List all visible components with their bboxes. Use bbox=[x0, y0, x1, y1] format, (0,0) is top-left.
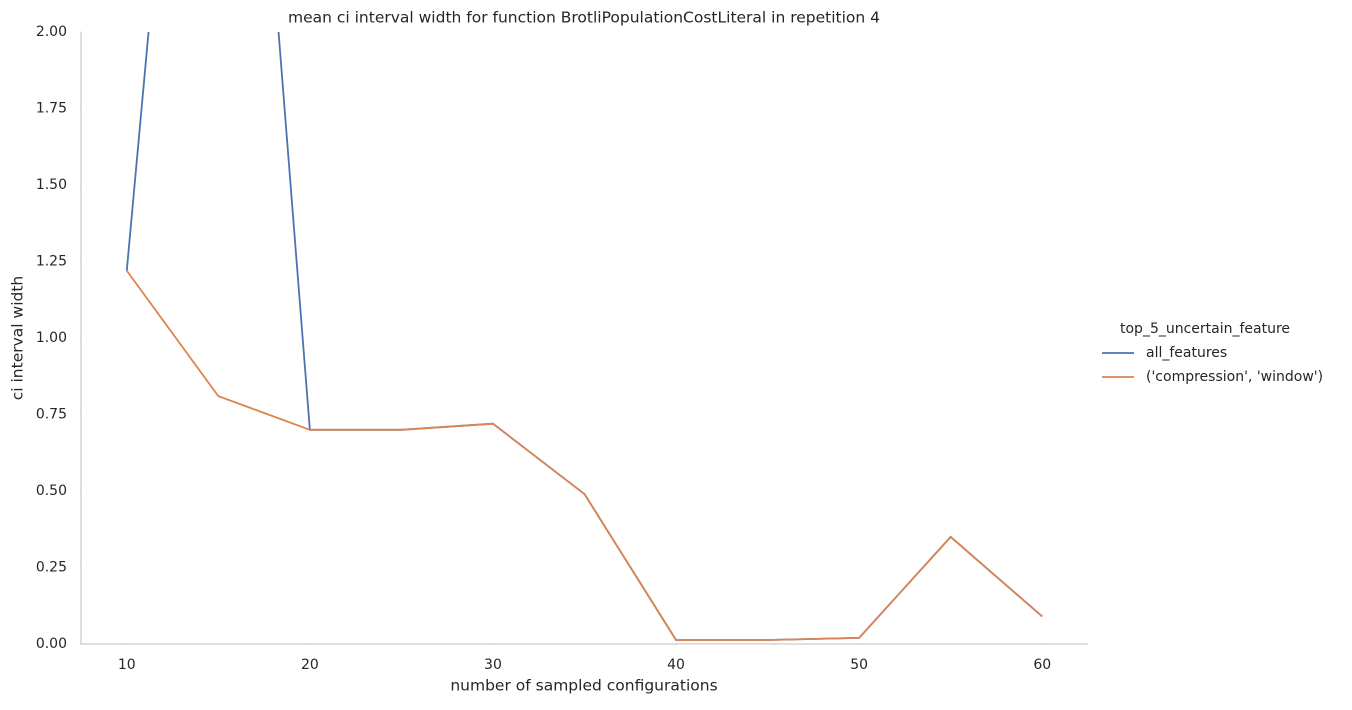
x-tick-label: 20 bbox=[301, 657, 319, 673]
y-tick-label: 0.75 bbox=[36, 407, 67, 423]
x-axis-label: number of sampled configurations bbox=[450, 677, 717, 695]
x-tick-label: 60 bbox=[1033, 657, 1051, 673]
y-tick-label: 0.25 bbox=[36, 560, 67, 576]
legend-label: ('compression', 'window') bbox=[1146, 369, 1323, 385]
y-tick-label: 1.50 bbox=[36, 177, 67, 193]
x-tick-label: 10 bbox=[118, 657, 136, 673]
x-tick-label: 50 bbox=[850, 657, 868, 673]
y-axis-label: ci interval width bbox=[9, 276, 27, 401]
chart-title: mean ci interval width for function Brot… bbox=[288, 9, 880, 27]
series-line bbox=[125, 32, 1043, 641]
y-tick-label: 0.50 bbox=[36, 483, 67, 499]
x-tick-label: 40 bbox=[667, 657, 685, 673]
y-tick-label: 1.75 bbox=[36, 101, 67, 117]
x-tick-label: 30 bbox=[484, 657, 502, 673]
plot-area bbox=[125, 32, 1043, 641]
legend-label: all_features bbox=[1146, 345, 1227, 361]
y-tick-label: 1.00 bbox=[36, 330, 67, 346]
y-tick-label: 2.00 bbox=[36, 24, 67, 40]
y-tick-label: 1.25 bbox=[36, 254, 67, 270]
legend-title: top_5_uncertain_feature bbox=[1120, 321, 1290, 337]
series-line bbox=[126, 270, 1043, 641]
y-tick-label: 0.00 bbox=[36, 636, 67, 652]
